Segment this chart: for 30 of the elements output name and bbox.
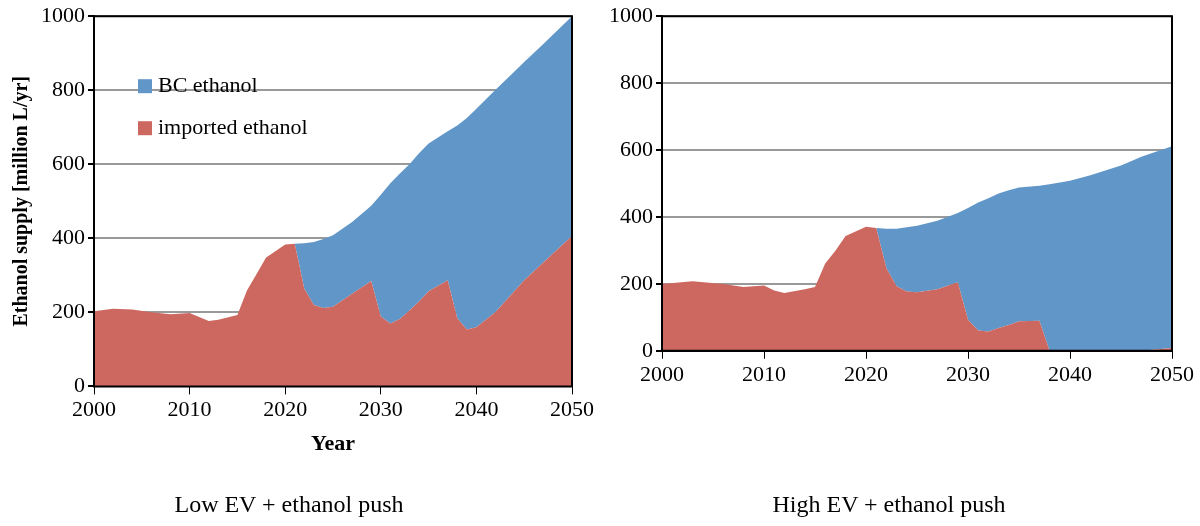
x-tick-label: 2000 bbox=[72, 396, 116, 422]
x-tick-label: 2010 bbox=[742, 360, 786, 386]
y-tick-label: 600 bbox=[52, 150, 85, 176]
x-tick-label: 2050 bbox=[1150, 360, 1194, 386]
legend-label: BC ethanol bbox=[158, 71, 258, 97]
legend-label: imported ethanol bbox=[158, 113, 308, 139]
x-tick-label: 2020 bbox=[844, 360, 888, 386]
x-tick-label: 2020 bbox=[263, 396, 308, 422]
x-tick-label: 2030 bbox=[358, 396, 403, 422]
x-tick-label: 2010 bbox=[167, 396, 212, 422]
x-axis-title: Year bbox=[311, 429, 356, 455]
y-tick-label: 400 bbox=[620, 202, 653, 228]
x-tick-label: 2040 bbox=[454, 396, 499, 422]
y-tick-label: 400 bbox=[52, 224, 85, 250]
y-axis-title: Ethanol supply [million L/yr] bbox=[9, 75, 33, 327]
x-tick-label: 2040 bbox=[1048, 360, 1092, 386]
y-tick-label: 1000 bbox=[609, 1, 653, 27]
y-tick-label: 800 bbox=[52, 76, 85, 102]
y-tick-label: 0 bbox=[74, 372, 85, 398]
text: Low EV + ethanol push bbox=[174, 490, 404, 517]
y-tick-label: 0 bbox=[642, 336, 653, 362]
text: High EV + ethanol push bbox=[772, 490, 1006, 517]
y-tick-label: 600 bbox=[620, 135, 653, 161]
x-tick-label: 2030 bbox=[946, 360, 990, 386]
x-tick-label: 2000 bbox=[640, 360, 684, 386]
y-tick-label: 800 bbox=[620, 68, 653, 94]
y-tick-label: 200 bbox=[52, 298, 85, 324]
y-tick-label: 200 bbox=[620, 269, 653, 295]
y-tick-label: 1000 bbox=[41, 1, 85, 27]
x-tick-label: 2050 bbox=[550, 396, 594, 422]
